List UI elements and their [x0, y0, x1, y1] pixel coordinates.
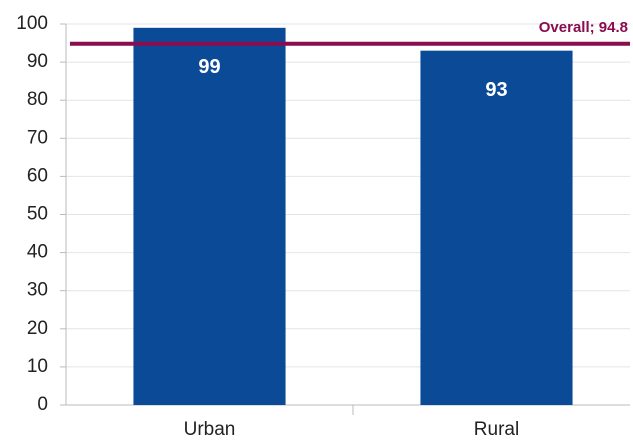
- y-tick-label: 40: [27, 242, 48, 263]
- value-label: 99: [198, 56, 220, 78]
- bar: [420, 50, 573, 406]
- y-tick-label: 70: [27, 127, 48, 148]
- y-tick-label: 90: [27, 51, 48, 72]
- reference-label: Overall; 94.8: [539, 19, 628, 36]
- x-tick-label: Urban: [184, 419, 236, 440]
- y-tick-label: 30: [27, 280, 48, 301]
- y-tick-label: 100: [16, 13, 48, 34]
- y-tick-label: 20: [27, 318, 48, 339]
- y-tick-label: 60: [27, 165, 48, 186]
- y-tick-label: 0: [37, 394, 48, 415]
- value-label: 93: [485, 79, 507, 101]
- x-tick-label: Rural: [474, 419, 519, 440]
- bar: [133, 27, 286, 406]
- y-tick-label: 80: [27, 89, 48, 110]
- y-tick-label: 50: [27, 204, 48, 225]
- y-tick-label: 10: [27, 356, 48, 377]
